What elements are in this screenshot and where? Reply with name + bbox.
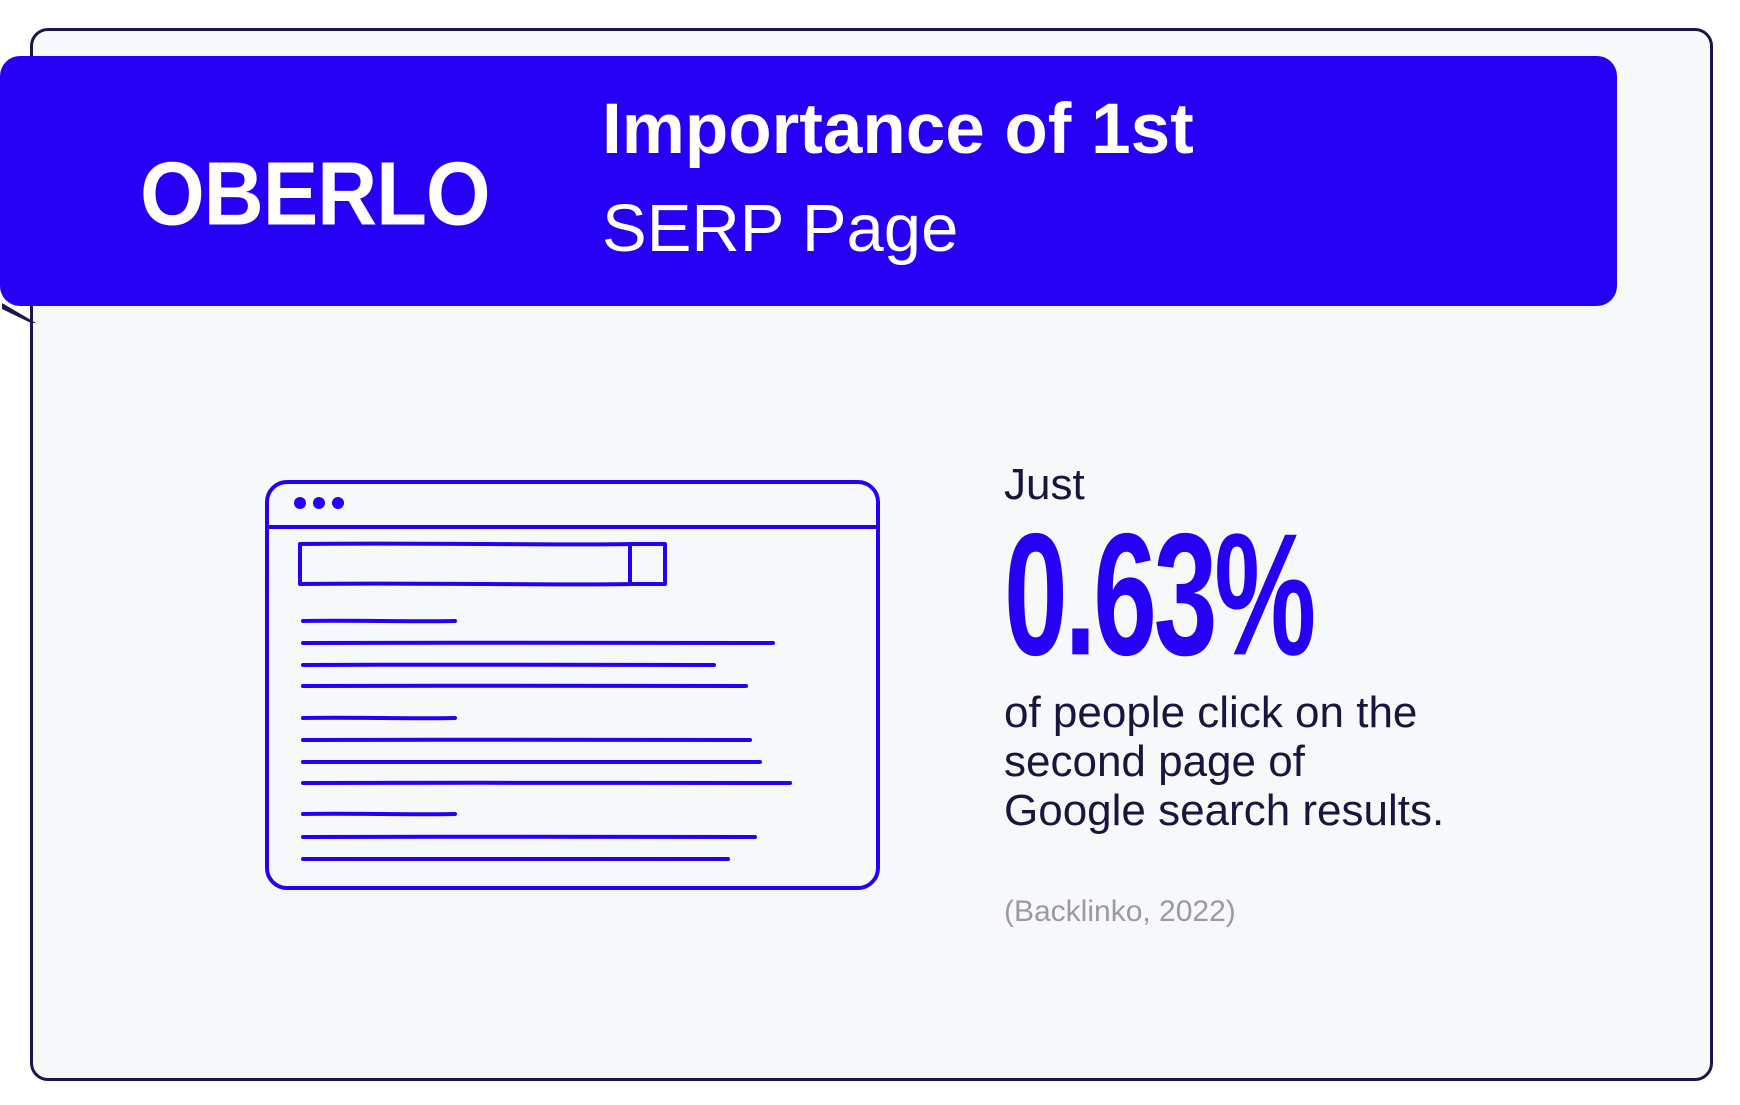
svg-text:OBERLO: OBERLO [140, 145, 490, 235]
